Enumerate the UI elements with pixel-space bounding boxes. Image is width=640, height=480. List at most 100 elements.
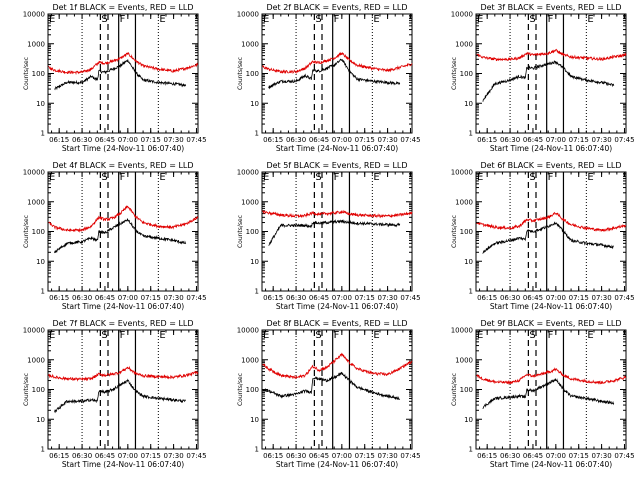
marker-label: F (120, 172, 126, 183)
y-tick-label: 10 (250, 416, 259, 424)
chart-panel-2: Det 2f BLACK = Events, RED = LLD 1 10 100 10… (237, 3, 421, 153)
x-tick-label: 06:45 (309, 452, 329, 460)
y-tick-label: 10 (36, 100, 45, 108)
y-tick-label: 10 (464, 258, 473, 266)
y-tick-label: 10 (36, 416, 45, 424)
x-tick-label: 06:15 (49, 136, 69, 144)
marker-label: F (120, 330, 126, 341)
y-tick-label: 10000 (23, 169, 45, 177)
chart-panel-8: Det 8f BLACK = Events, RED = LLD 1 10 100 10… (237, 319, 421, 469)
marker-label: S (315, 14, 321, 25)
marker-label: S (529, 330, 535, 341)
marker-label: E (263, 14, 269, 25)
y-tick-label: 10000 (237, 327, 259, 335)
chart-panel-4: Det 4f BLACK = Events, RED = LLD 1 10 100 10… (23, 161, 207, 311)
x-tick-label: 07:45 (186, 452, 206, 460)
x-tick-label: 07:45 (400, 294, 420, 302)
x-tick-label: 07:00 (332, 452, 352, 460)
y-tick-label: 100 (460, 386, 473, 394)
series-events-line (54, 378, 186, 414)
y-tick-label: 10 (250, 258, 259, 266)
x-tick-label: 06:45 (309, 136, 329, 144)
y-tick-label: 1 (41, 446, 45, 454)
y-tick-label: 1000 (27, 356, 45, 364)
plot-frame (261, 329, 413, 450)
y-tick-label: 100 (246, 70, 259, 78)
x-tick-label: 07:15 (141, 294, 161, 302)
x-tick-label: 06:15 (477, 452, 497, 460)
y-axis-label: Counts/sec (451, 373, 458, 406)
y-tick-label: 10000 (237, 169, 259, 177)
marker-label: S (315, 172, 321, 183)
y-tick-label: 1 (469, 446, 473, 454)
x-tick-label: 07:00 (546, 452, 566, 460)
marker-label: S (101, 14, 107, 25)
x-tick-label: 07:15 (141, 136, 161, 144)
marker-label: F (548, 330, 554, 341)
marker-label: F (334, 172, 340, 183)
x-tick-label: 06:30 (500, 452, 520, 460)
x-tick-label: 07:30 (163, 294, 183, 302)
marker-label: E (587, 172, 593, 183)
x-tick-label: 06:30 (72, 136, 92, 144)
y-tick-label: 10000 (451, 11, 473, 19)
plot-frame (47, 171, 199, 292)
y-tick-label: 100 (460, 228, 473, 236)
y-tick-label: 1000 (455, 40, 473, 48)
x-tick-label: 06:45 (95, 136, 115, 144)
series-lld-line (48, 205, 199, 233)
chart-title: Det 7f BLACK = Events, RED = LLD (52, 319, 193, 328)
y-tick-label: 100 (460, 70, 473, 78)
marker-label: S (529, 14, 535, 25)
y-axis-label: Counts/sec (237, 373, 244, 406)
y-tick-label: 1 (255, 288, 259, 296)
chart-panel-7: Det 7f BLACK = Events, RED = LLD 1 10 100 10… (23, 319, 207, 469)
chart-panel-1: Det 1f BLACK = Events, RED = LLD 1 10 100 10… (23, 3, 207, 153)
x-tick-label: 07:00 (118, 452, 138, 460)
x-axis-label: Start Time (24-Nov-11 06:07:40) (62, 460, 184, 469)
y-tick-label: 100 (32, 70, 45, 78)
marker-label: S (529, 172, 535, 183)
marker-label: F (334, 14, 340, 25)
x-tick-label: 06:15 (477, 294, 497, 302)
plot-frame (261, 171, 413, 292)
series-events-line (54, 218, 187, 254)
series-events-line (482, 221, 615, 254)
x-tick-label: 07:30 (163, 136, 183, 144)
x-tick-label: 07:45 (614, 136, 634, 144)
x-tick-label: 06:15 (263, 452, 283, 460)
x-tick-label: 06:30 (286, 294, 306, 302)
y-tick-label: 100 (246, 386, 259, 394)
x-tick-label: 07:30 (591, 452, 611, 460)
x-tick-label: 06:45 (523, 452, 543, 460)
x-tick-label: 07:30 (377, 452, 397, 460)
x-tick-label: 06:30 (500, 136, 520, 144)
x-tick-label: 07:00 (546, 136, 566, 144)
y-axis-label: Counts/sec (23, 373, 30, 406)
x-axis-label: Start Time (24-Nov-11 06:07:40) (490, 144, 612, 153)
x-tick-label: 06:45 (523, 294, 543, 302)
x-tick-label: 06:15 (49, 452, 69, 460)
x-axis-label: Start Time (24-Nov-11 06:07:40) (490, 460, 612, 469)
x-tick-label: 07:15 (141, 452, 161, 460)
x-tick-label: 06:45 (95, 452, 115, 460)
x-axis-label: Start Time (24-Nov-11 06:07:40) (62, 302, 184, 311)
marker-label: F (120, 14, 126, 25)
x-tick-label: 06:30 (286, 452, 306, 460)
marker-label: S (315, 330, 321, 341)
y-tick-label: 1 (41, 288, 45, 296)
x-axis-label: Start Time (24-Nov-11 06:07:40) (62, 144, 184, 153)
y-tick-label: 10 (464, 416, 473, 424)
y-tick-label: 1000 (455, 198, 473, 206)
series-lld-line (48, 365, 199, 382)
y-axis-label: Counts/sec (237, 215, 244, 248)
y-tick-label: 1000 (27, 40, 45, 48)
marker-label: E (49, 172, 55, 183)
y-axis-label: Counts/sec (451, 57, 458, 90)
x-tick-label: 07:30 (591, 294, 611, 302)
y-tick-label: 1000 (27, 198, 45, 206)
marker-label: E (159, 14, 165, 25)
y-tick-label: 100 (32, 228, 45, 236)
marker-label: E (373, 14, 379, 25)
x-tick-label: 07:45 (400, 136, 420, 144)
